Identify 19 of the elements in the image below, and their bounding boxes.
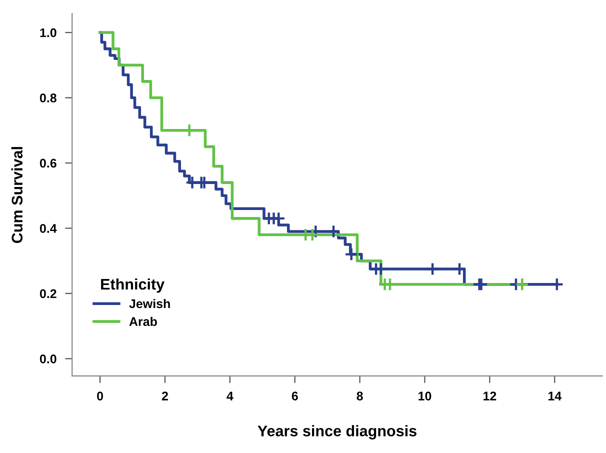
y-tick-label: 0.8: [40, 94, 56, 102]
y-axis-title: Cum Survival: [11, 147, 23, 243]
x-tick-label: 12: [484, 392, 496, 400]
x-tick-label: 4: [226, 392, 234, 400]
y-tick-label: 1.0: [40, 28, 56, 38]
legend-label: Arab: [129, 316, 157, 326]
x-tick-label: 2: [162, 392, 168, 400]
y-tick-label: 0.2: [40, 289, 56, 298]
x-tick-label: 10: [418, 392, 432, 400]
x-tick-label: 14: [548, 392, 562, 400]
x-tick-label: 8: [356, 392, 363, 400]
y-tick-label: 0.4: [40, 224, 57, 233]
y-tick-label: 0.6: [40, 158, 56, 168]
y-tick-label: 0.0: [40, 354, 56, 364]
x-tick-label: 0: [97, 392, 104, 400]
legend-title: Ethnicity: [101, 278, 164, 293]
legend-label: Jewish: [129, 298, 170, 308]
x-axis-title: Years since diagnosis: [258, 425, 416, 440]
x-tick-label: 6: [292, 392, 298, 400]
